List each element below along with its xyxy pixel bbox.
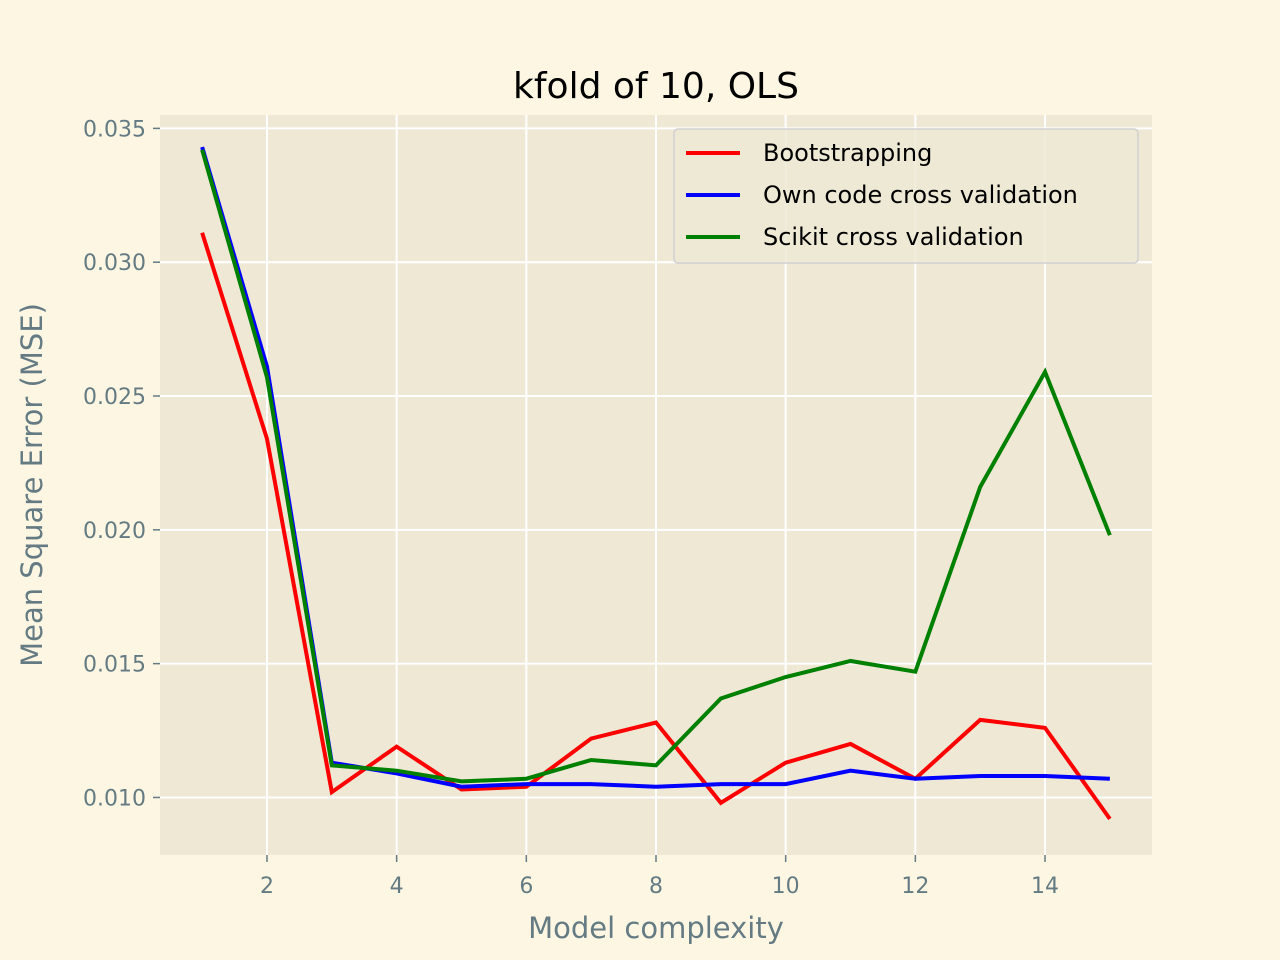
legend: Bootstrapping Own code cross validation Sc… — [673, 128, 1139, 264]
y-tick-label: 0.020 — [83, 519, 146, 544]
y-tick-label: 0.025 — [83, 385, 146, 410]
x-axis-label: Model complexity — [528, 911, 784, 945]
chart-title: kfold of 10, OLS — [513, 66, 799, 107]
y-axis-label: Mean Square Error (MSE) — [15, 303, 49, 667]
x-axis-ticks: 2 4 6 8 10 12 14 — [260, 855, 1059, 899]
x-tick-label: 8 — [649, 874, 663, 899]
y-tick-label: 0.010 — [83, 786, 146, 811]
x-tick-label: 6 — [519, 874, 533, 899]
x-tick-label: 14 — [1031, 874, 1059, 899]
series-line-scikit-cross-validation — [200, 149, 1112, 784]
legend-label: Own code cross validation — [763, 181, 1078, 209]
y-tick-label: 0.030 — [83, 251, 146, 276]
x-tick-label: 2 — [260, 874, 274, 899]
y-tick-label: 0.015 — [83, 653, 146, 678]
x-tick-label: 4 — [390, 874, 404, 899]
y-axis-ticks: 0.010 0.015 0.020 0.025 0.030 0.035 — [83, 117, 160, 811]
series-line-bootstrapping — [200, 232, 1112, 821]
legend-label: Scikit cross validation — [763, 223, 1024, 251]
x-tick-label: 12 — [901, 874, 929, 899]
y-tick-label: 0.035 — [83, 117, 146, 142]
x-tick-label: 10 — [772, 874, 800, 899]
series-lines — [200, 146, 1112, 821]
legend-box — [673, 128, 1139, 264]
legend-label: Bootstrapping — [763, 139, 932, 167]
